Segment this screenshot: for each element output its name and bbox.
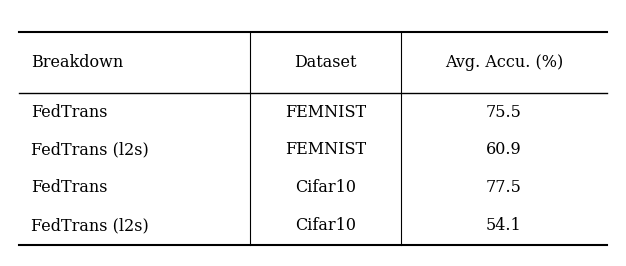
Text: 60.9: 60.9 (486, 142, 522, 159)
Text: 77.5: 77.5 (486, 179, 522, 196)
Text: 75.5: 75.5 (486, 103, 522, 120)
Text: Avg. Accu. (%): Avg. Accu. (%) (445, 54, 563, 71)
Text: Cifar10: Cifar10 (295, 217, 356, 234)
Text: Cifar10: Cifar10 (295, 179, 356, 196)
Text: FEMNIST: FEMNIST (285, 142, 366, 159)
Text: FedTrans (l2s): FedTrans (l2s) (31, 217, 149, 234)
Text: FedTrans: FedTrans (31, 179, 108, 196)
Text: FedTrans (l2s): FedTrans (l2s) (31, 142, 149, 159)
Text: FEMNIST: FEMNIST (285, 103, 366, 120)
Text: Dataset: Dataset (294, 54, 357, 71)
Text: Breakdown: Breakdown (31, 54, 123, 71)
Text: 54.1: 54.1 (486, 217, 522, 234)
Text: FedTrans: FedTrans (31, 103, 108, 120)
